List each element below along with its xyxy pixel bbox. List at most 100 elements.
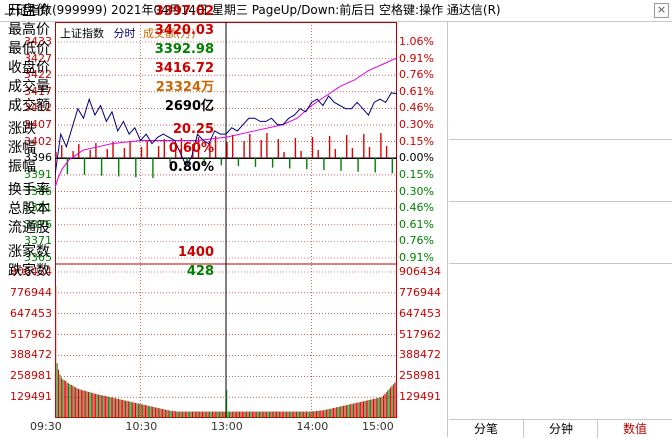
quote-row: 总股本 bbox=[8, 200, 218, 219]
legend-time: 分时 bbox=[113, 27, 136, 40]
percent-tick-right: 0.00% bbox=[399, 151, 434, 165]
bottom-tabs: 分笔 分钟 数值 bbox=[449, 419, 672, 438]
quote-row: 收盘价 3416.72 bbox=[8, 59, 218, 78]
price-tick-left: 3402 bbox=[24, 134, 52, 148]
quote-label: 涨跌 bbox=[8, 121, 36, 137]
percent-tick-right: 0.30% bbox=[399, 118, 434, 132]
quote-row: 振幅 0.80% bbox=[8, 158, 218, 177]
tab-values[interactable]: 数值 bbox=[597, 420, 672, 438]
price-line bbox=[55, 92, 397, 176]
volume-tick-left: 517962 bbox=[10, 327, 52, 341]
quote-row: 换手率 bbox=[8, 181, 218, 200]
volume-tick-right: 388472 bbox=[399, 348, 441, 362]
price-tick-left: 3381 bbox=[24, 201, 52, 215]
time-tick: 09:30 bbox=[30, 420, 62, 433]
quote-label: 涨幅 bbox=[8, 140, 36, 156]
quote-row: 成交额 2690亿 bbox=[8, 97, 218, 116]
price-tick-left: 3427 bbox=[24, 51, 52, 65]
panel-separator bbox=[449, 263, 672, 264]
quote-label: 流通股 bbox=[8, 220, 50, 236]
quote-value: 20.25 bbox=[172, 122, 214, 137]
time-tick: 13:00 bbox=[211, 420, 243, 433]
quote-value: 428 bbox=[186, 264, 214, 279]
title-bar: 上证指数(999999) 2021年04月14日 星期三 PageUp/Down… bbox=[0, 0, 672, 22]
time-tick: 10:30 bbox=[125, 420, 158, 433]
quote-value: 0.80% bbox=[168, 160, 214, 175]
percent-tick-right: 0.76% bbox=[399, 68, 434, 82]
quote-row: 跌家数 428 bbox=[8, 262, 218, 281]
price-tick-left: 3433 bbox=[24, 35, 52, 48]
percent-tick-right: 0.15% bbox=[399, 134, 434, 148]
percent-tick-right: 0.61% bbox=[399, 84, 434, 98]
price-tick-left: 3407 bbox=[24, 118, 52, 132]
quote-value: 3416.72 bbox=[154, 61, 214, 76]
quote-row: 涨家数 1400 bbox=[8, 243, 218, 262]
panel-separator bbox=[449, 139, 672, 140]
price-tick-left: 3371 bbox=[24, 234, 52, 248]
percent-tick-right: 0.30% bbox=[399, 184, 434, 198]
quote-label: 最高价 bbox=[8, 22, 50, 38]
legend-volume: 成交额(万) bbox=[143, 27, 196, 40]
quote-value: 23324万 bbox=[155, 80, 214, 95]
quote-label: 跌家数 bbox=[8, 263, 50, 279]
quote-row: 涨幅 0.60% bbox=[8, 139, 218, 158]
time-tick: 14:00 bbox=[296, 420, 329, 433]
price-tick-left: 3391 bbox=[24, 167, 52, 181]
price-tick-left: 3365 bbox=[24, 251, 52, 264]
percent-tick-right: 0.46% bbox=[399, 101, 434, 115]
average-price-line bbox=[55, 57, 397, 189]
volume-tick-right: 906434 bbox=[399, 265, 441, 278]
quote-value: 0.60% bbox=[168, 141, 214, 156]
window-title: 上证指数(999999) 2021年04月14日 星期三 PageUp/Down… bbox=[4, 3, 501, 17]
price-tick-left: 3386 bbox=[24, 184, 52, 198]
chart-legend: 上证指数 分时 成交额(万) bbox=[60, 25, 196, 41]
price-tick-left: 3376 bbox=[24, 217, 52, 231]
intraday-chart[interactable] bbox=[55, 22, 397, 418]
quote-row: 流通股 bbox=[8, 219, 218, 238]
quote-label: 收盘价 bbox=[8, 60, 50, 76]
quote-label: 换手率 bbox=[8, 182, 50, 198]
quote-row: 开盘价 3397.02 bbox=[8, 2, 218, 21]
price-tick-left: 3417 bbox=[24, 84, 52, 98]
volume-tick-left: 647453 bbox=[10, 306, 52, 320]
volume-tick-left: 906434 bbox=[10, 265, 52, 278]
panel-divider bbox=[447, 22, 448, 437]
percent-tick-right: 0.91% bbox=[399, 251, 434, 264]
volume-tick-left: 258981 bbox=[10, 369, 52, 383]
price-tick-left: 3396 bbox=[24, 151, 52, 165]
volume-tick-right: 129491 bbox=[399, 390, 441, 404]
volume-tick-right: 258981 bbox=[399, 369, 441, 383]
quote-label: 成交量 bbox=[8, 79, 50, 95]
tab-ticks[interactable]: 分笔 bbox=[473, 422, 498, 436]
volume-tick-left: 776944 bbox=[10, 285, 52, 299]
quote-value: 1400 bbox=[177, 245, 214, 260]
percent-tick-right: 1.06% bbox=[399, 35, 434, 48]
volume-tick-left: 129491 bbox=[10, 390, 52, 404]
close-icon[interactable]: × bbox=[654, 3, 669, 18]
quote-value: 2690亿 bbox=[164, 99, 214, 114]
percent-tick-right: 0.76% bbox=[399, 234, 434, 248]
price-tick-left: 3412 bbox=[24, 101, 52, 115]
quote-value: 3397.02 bbox=[154, 4, 214, 19]
volume-tick-left: 388472 bbox=[10, 348, 52, 362]
legend-index-name: 上证指数 bbox=[60, 27, 104, 40]
quote-row: 涨跌 20.25 bbox=[8, 120, 218, 139]
volume-tick-right: 517962 bbox=[399, 327, 441, 341]
quote-label: 最低价 bbox=[8, 41, 50, 57]
price-tick-left: 3422 bbox=[24, 68, 52, 82]
quote-label: 涨家数 bbox=[8, 244, 50, 260]
percent-tick-right: 0.15% bbox=[399, 167, 434, 181]
quote-value: 3392.98 bbox=[154, 42, 214, 57]
time-tick: 15:00 bbox=[362, 420, 394, 433]
percent-tick-right: 0.46% bbox=[399, 201, 434, 215]
quote-label: 总股本 bbox=[8, 201, 50, 217]
quote-label: 振幅 bbox=[8, 159, 36, 175]
quote-row: 成交量 23324万 bbox=[8, 78, 218, 97]
quote-row: 最高价 3420.03 bbox=[8, 21, 218, 40]
quote-row: 最低价 3392.98 bbox=[8, 40, 218, 59]
quote-label: 成交额 bbox=[8, 98, 50, 114]
percent-tick-right: 0.91% bbox=[399, 51, 434, 65]
volume-tick-right: 776944 bbox=[399, 285, 441, 299]
tab-minutes[interactable]: 分钟 bbox=[523, 420, 598, 438]
quote-label: 开盘价 bbox=[8, 3, 50, 19]
